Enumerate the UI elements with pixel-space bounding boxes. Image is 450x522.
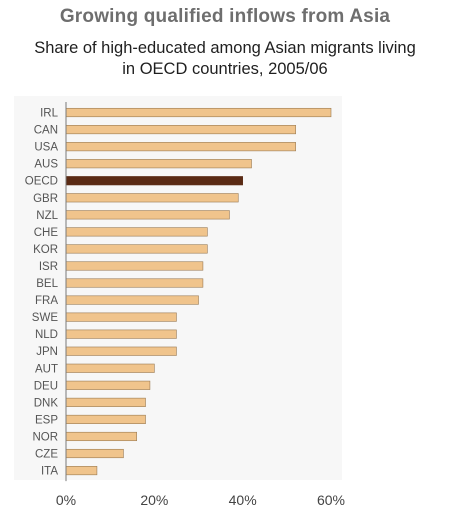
category-label-deu: DEU [34, 380, 58, 392]
bar-jpn [65, 346, 177, 356]
bar-deu [65, 380, 151, 390]
bar-swe [65, 312, 177, 322]
bar-cze [65, 448, 124, 459]
x-tick-label-40: 40% [229, 492, 257, 508]
x-tick-label-20: 20% [140, 492, 168, 508]
category-label-gbr: GBR [33, 193, 58, 205]
category-label-nld: NLD [35, 329, 58, 341]
category-label-aut: AUT [35, 363, 58, 375]
plot-background [14, 96, 342, 480]
category-label-cze: CZE [35, 449, 58, 461]
category-label-bel: BEL [36, 278, 58, 290]
bar-nld [65, 329, 177, 339]
category-label-can: CAN [34, 125, 58, 137]
bar-nor [65, 431, 137, 442]
category-label-swe: SWE [32, 312, 59, 324]
bar-fra [65, 295, 199, 305]
bar-che [65, 227, 208, 237]
x-tick-label-60: 60% [317, 492, 345, 508]
bar-can [65, 125, 296, 135]
bar-dnk [65, 397, 146, 407]
chart-subtitle: Share of high-educated among Asian migra… [0, 38, 450, 80]
category-label-esp: ESP [35, 414, 58, 426]
bar-bel [65, 278, 204, 288]
bar-esp [65, 414, 146, 424]
bar-oecd [65, 176, 243, 186]
bars-group [65, 107, 332, 476]
chart-title: Growing qualified inflows from Asia [59, 6, 391, 27]
category-label-aus: AUS [34, 159, 58, 171]
bar-gbr [65, 193, 239, 203]
bar-isr [65, 261, 204, 271]
x-tick-labels-group: 0% 20% 40% 60% [56, 492, 345, 508]
bar-aut [65, 363, 155, 373]
bar-aus [65, 159, 252, 169]
category-label-che: CHE [34, 227, 59, 239]
category-label-dnk: DNK [34, 397, 59, 409]
category-label-nor: NOR [32, 431, 58, 443]
category-label-usa: USA [34, 142, 58, 154]
category-label-jpn: JPN [36, 346, 58, 358]
chart-subtitle-line-2: in OECD countries, 2005/06 [122, 60, 328, 78]
bar-nzl [65, 210, 230, 220]
category-label-isr: ISR [39, 261, 58, 273]
x-tick-label-0: 0% [56, 492, 76, 508]
category-label-nzl: NZL [36, 210, 58, 222]
category-label-oecd: OECD [25, 176, 58, 188]
chart-subtitle-line-1: Share of high-educated among Asian migra… [34, 39, 416, 57]
bar-ita [65, 466, 98, 476]
category-label-kor: KOR [33, 244, 58, 256]
category-label-fra: FRA [35, 295, 58, 307]
bar-irl [65, 107, 332, 118]
category-labels-group: IRL CAN USA AUS OECD GBR NZL CHE KOR ISR BEL FRA SWE… [25, 108, 59, 478]
category-label-ita: ITA [41, 466, 58, 478]
bar-usa [65, 142, 296, 152]
category-label-irl: IRL [40, 108, 59, 120]
bar-kor [65, 244, 208, 254]
